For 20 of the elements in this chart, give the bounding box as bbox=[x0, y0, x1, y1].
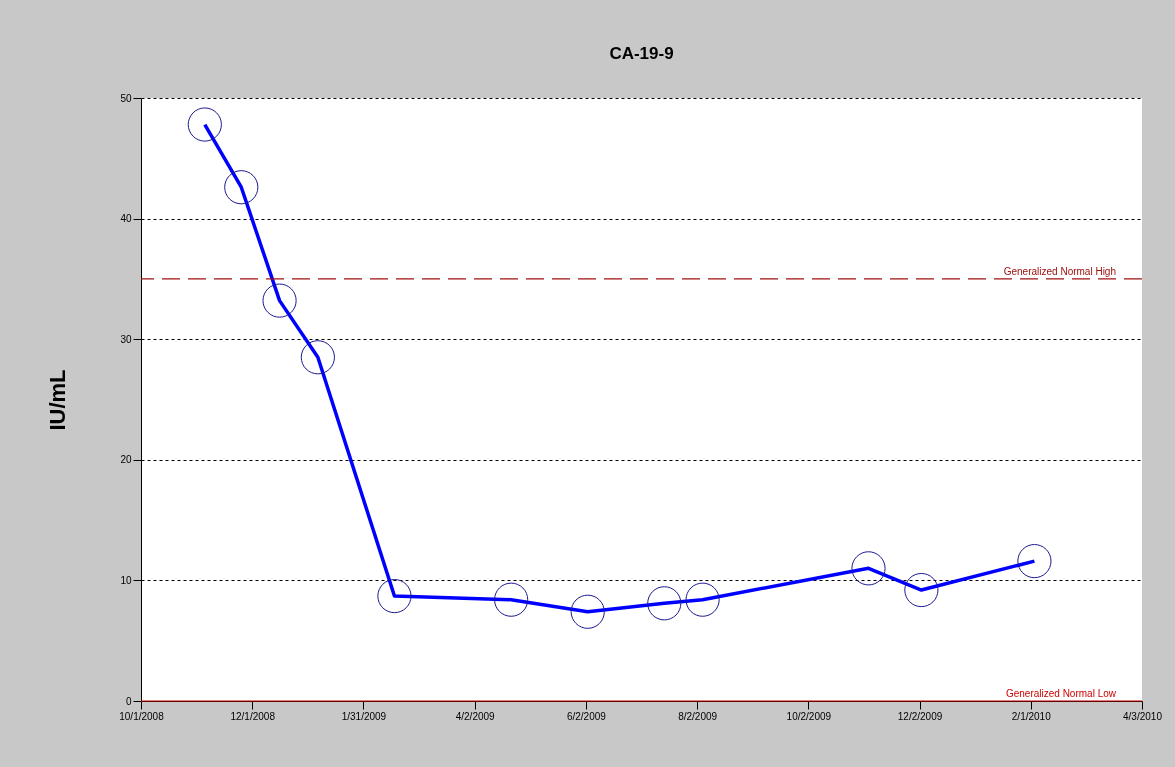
y-tick-label: 0 bbox=[125, 695, 132, 707]
x-tick-label: 12/1/2008 bbox=[230, 710, 276, 722]
x-tick-label: 10/2/2009 bbox=[786, 710, 832, 722]
y-tick-label: 30 bbox=[120, 333, 132, 345]
ref-line-label: Generalized Normal Low bbox=[1005, 688, 1117, 699]
y-tick-label: 50 bbox=[120, 92, 132, 104]
x-tick-label: 10/1/2008 bbox=[119, 710, 165, 722]
y-tick-label: 20 bbox=[120, 454, 132, 466]
y-tick-label: 40 bbox=[120, 213, 132, 225]
x-tick-label: 4/2/2009 bbox=[455, 710, 496, 722]
x-tick-label: 4/3/2010 bbox=[1123, 710, 1163, 722]
y-tick-label: 10 bbox=[120, 574, 132, 586]
chart-title: CA-19-9 bbox=[609, 44, 674, 63]
ref-line-label: Generalized Normal High bbox=[1003, 265, 1116, 277]
x-tick-label: 12/2/2009 bbox=[897, 710, 943, 722]
y-axis-title: IU/mL bbox=[45, 369, 71, 431]
x-tick-label: 1/31/2009 bbox=[341, 710, 387, 722]
x-tick-label: 6/2/2009 bbox=[566, 710, 607, 722]
x-tick-label: 2/1/2010 bbox=[1011, 710, 1052, 722]
x-tick-label: 8/2/2009 bbox=[678, 710, 718, 722]
